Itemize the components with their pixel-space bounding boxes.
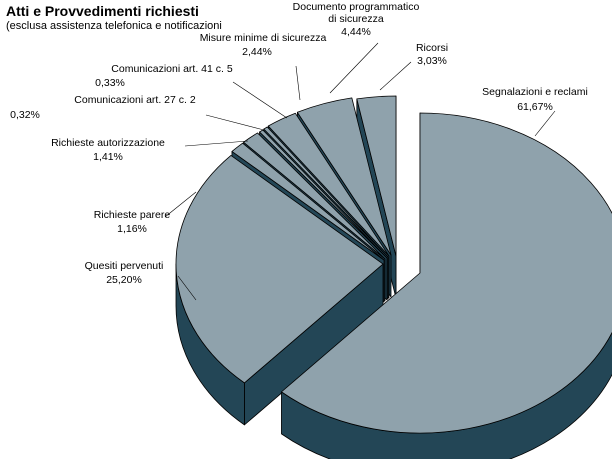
leader-line — [329, 42, 379, 94]
slice-value: 4,44% — [341, 26, 371, 38]
pie-slice — [267, 112, 390, 257]
pie-slice — [231, 142, 385, 261]
slice-label: Documento programmatico di sicurezza — [293, 1, 420, 25]
slice-value: 3,03% — [417, 55, 447, 67]
leader-line — [379, 61, 412, 91]
leader-line — [295, 65, 301, 101]
leader-line — [534, 110, 556, 137]
slice-value: 1,41% — [93, 151, 123, 163]
slice-value: 1,16% — [117, 223, 147, 235]
slice-value: 25,20% — [106, 274, 142, 286]
leader-line — [177, 275, 197, 301]
slice-label: Comunicazioni art. 27 c. 2 — [74, 94, 196, 106]
leader-line — [184, 140, 249, 147]
slice-labels: Segnalazioni e reclami 61,67% Quesiti perv… — [10, 1, 588, 286]
slice-label: Richieste parere — [94, 209, 171, 221]
slice-tops — [175, 95, 612, 434]
slice-value: 61,67% — [517, 101, 553, 113]
pie-slice — [243, 132, 386, 260]
slice-label: Quesiti pervenuti — [85, 260, 164, 272]
slice-label: Segnalazioni e reclami — [482, 86, 588, 98]
slice-label: Ricorsi — [416, 42, 448, 54]
chart-title: Atti e Provvedimenti richiesti — [6, 3, 199, 19]
slice-label: Misure minime di sicurezza — [200, 32, 327, 44]
pie-slice — [263, 126, 389, 258]
leader-lines — [164, 42, 556, 301]
pie-slice — [356, 95, 397, 257]
slice-value: 0,32% — [10, 109, 40, 121]
slice-value: 2,44% — [242, 46, 272, 58]
slice-value: 0,33% — [95, 77, 125, 89]
pie-slice — [281, 112, 612, 434]
leader-line — [205, 114, 265, 131]
slice-label: Comunicazioni art. 41 c. 5 — [111, 63, 233, 75]
chart-subtitle: (esclusa assistenza telefonica e notific… — [6, 20, 222, 32]
leader-line — [164, 191, 197, 218]
pie-slice — [175, 155, 384, 384]
leader-line — [232, 81, 288, 119]
slice-label: Richieste autorizzazione — [51, 137, 165, 149]
pie-slice — [296, 97, 392, 256]
